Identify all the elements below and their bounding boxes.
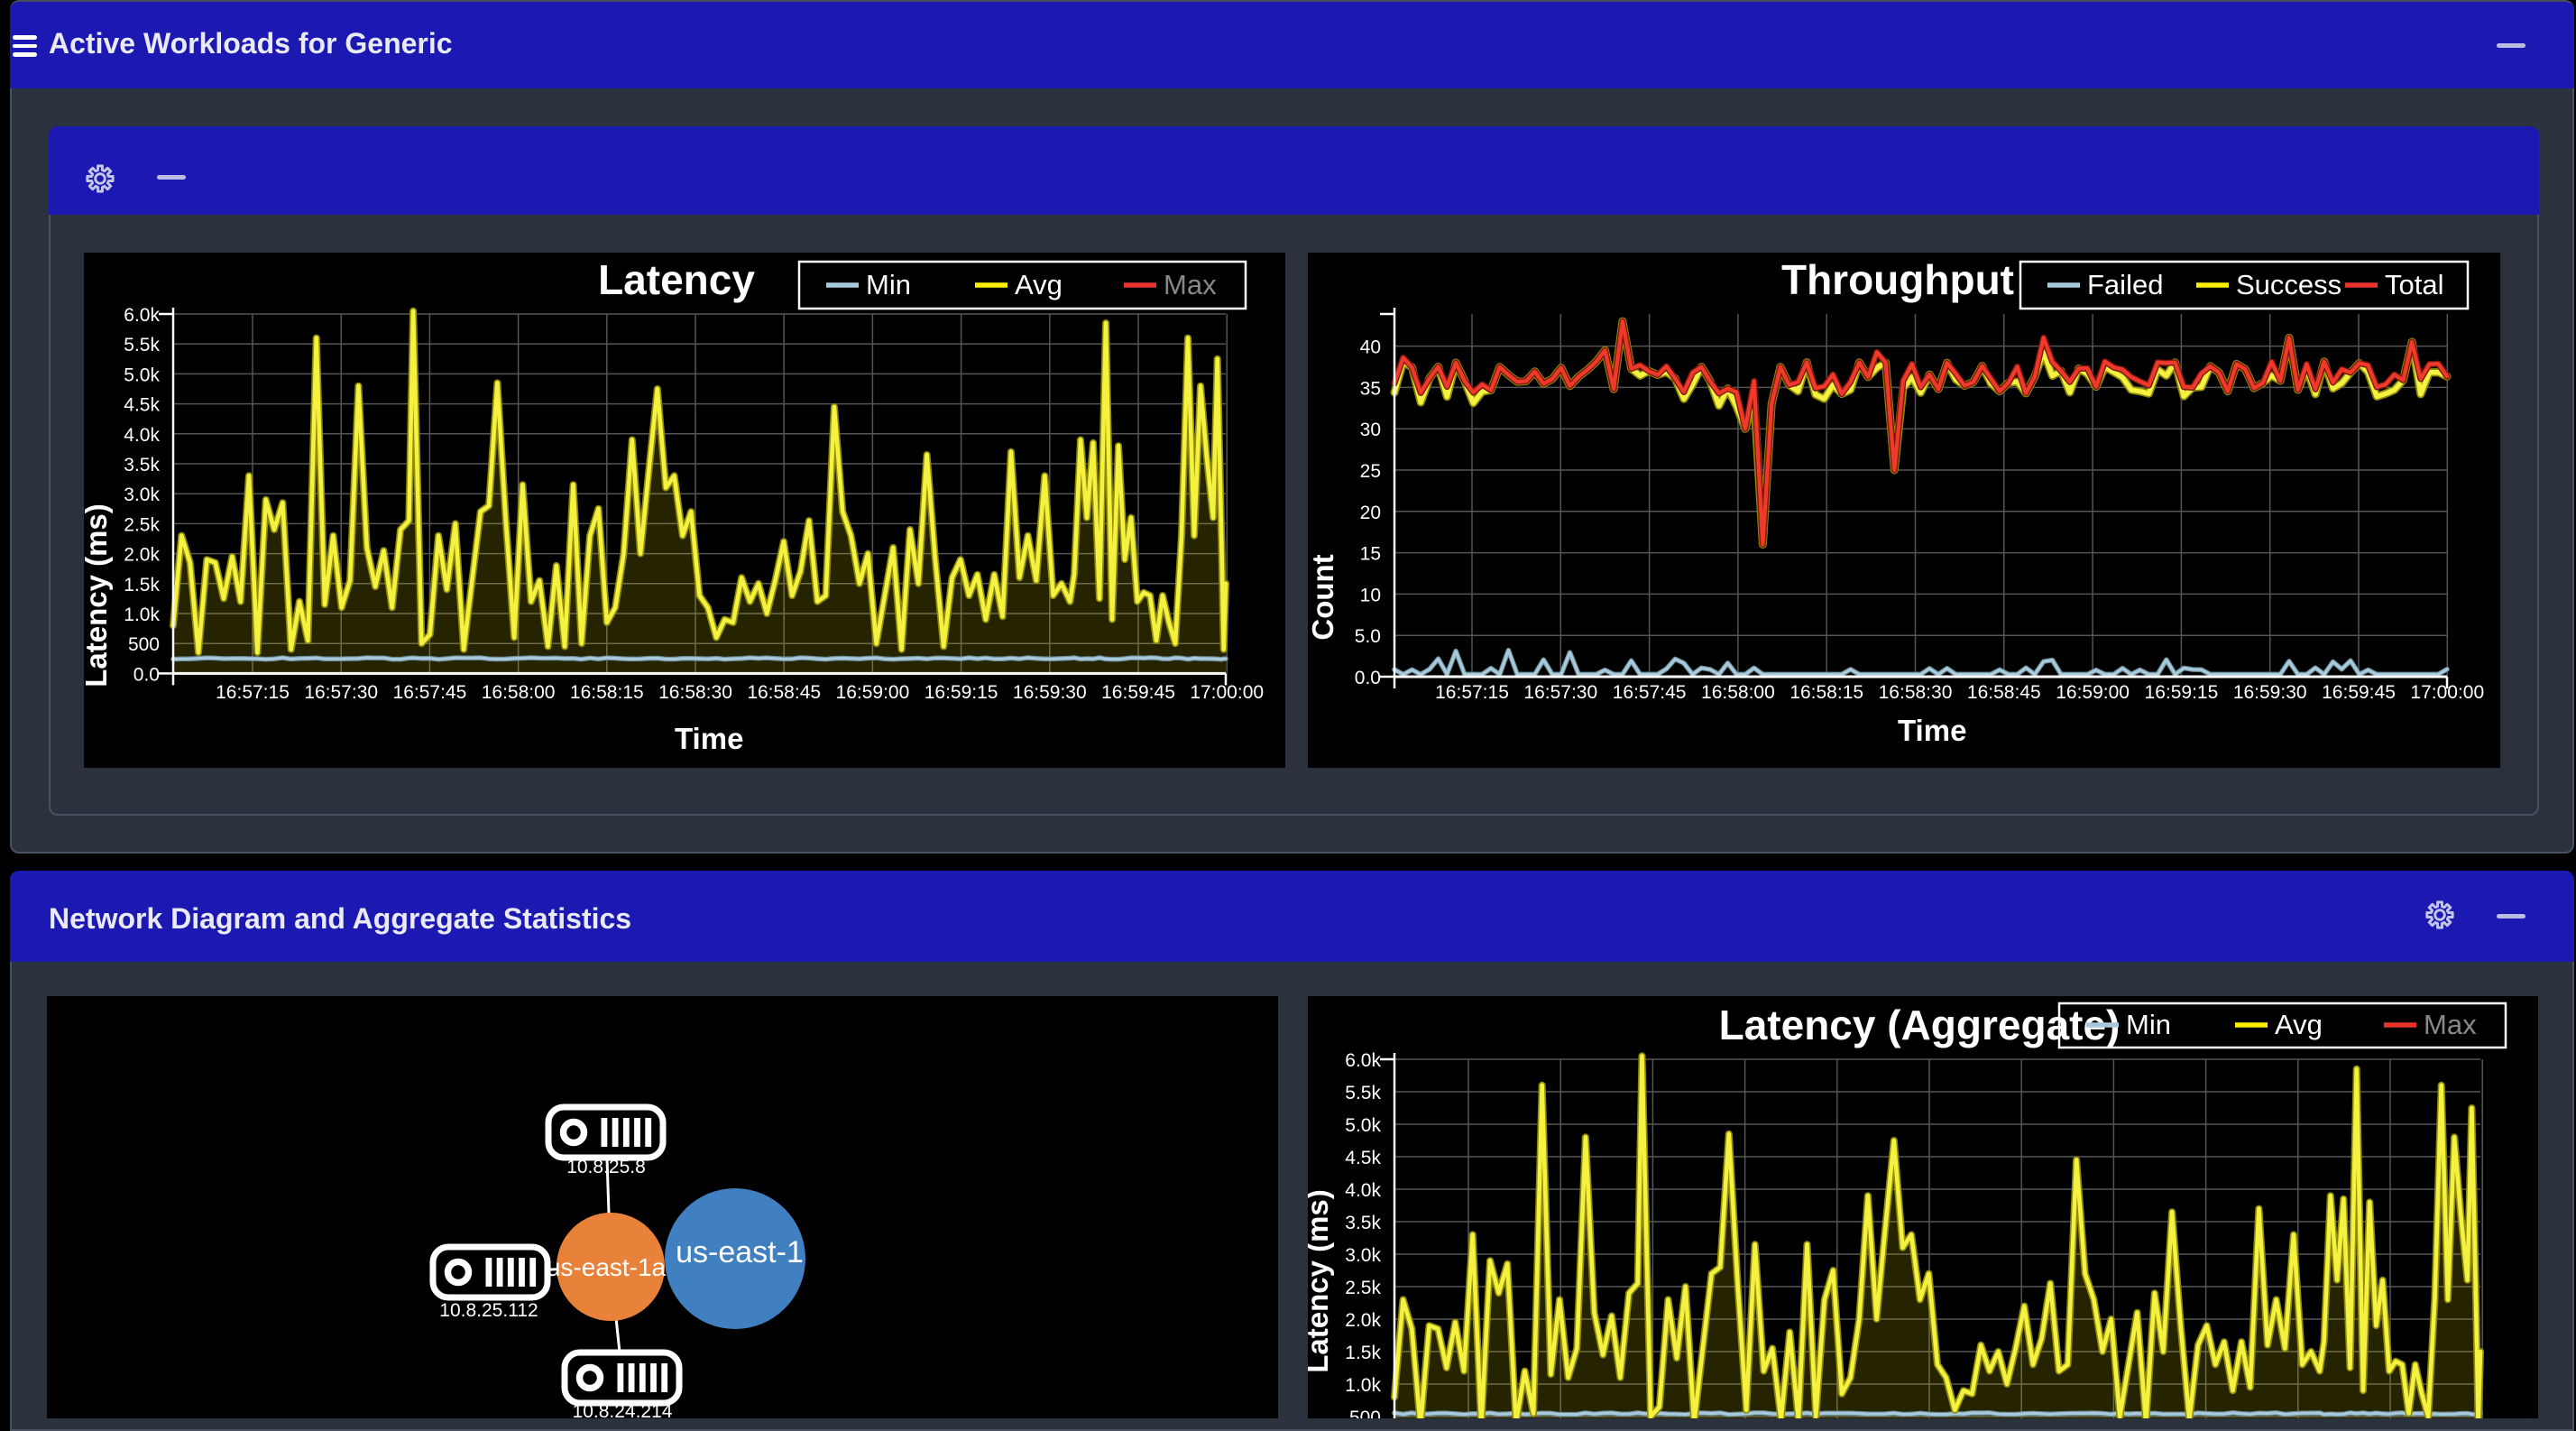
svg-text:0.0: 0.0 <box>133 664 160 685</box>
svg-text:16:57:45: 16:57:45 <box>393 682 467 703</box>
svg-text:16:59:30: 16:59:30 <box>2233 682 2307 703</box>
svg-text:3.5k: 3.5k <box>124 455 160 475</box>
svg-text:16:58:15: 16:58:15 <box>1789 682 1863 703</box>
svg-text:Success: Success <box>2236 269 2341 300</box>
svg-text:10.8.25.112: 10.8.25.112 <box>439 1300 538 1321</box>
svg-text:us-east-1a: us-east-1a <box>547 1253 667 1281</box>
svg-text:16:59:45: 16:59:45 <box>1101 682 1175 703</box>
svg-text:17:00:00: 17:00:00 <box>2410 682 2484 703</box>
svg-text:1.0k: 1.0k <box>124 605 160 625</box>
svg-text:Latency (Aggregate): Latency (Aggregate) <box>1719 1002 2121 1048</box>
svg-text:6.0k: 6.0k <box>1345 1050 1381 1071</box>
svg-text:5.5k: 5.5k <box>1345 1083 1381 1103</box>
svg-text:10.8.24.214: 10.8.24.214 <box>573 1401 673 1418</box>
svg-text:10.8.25.8: 10.8.25.8 <box>566 1157 646 1177</box>
svg-text:Avg: Avg <box>1015 269 1063 300</box>
svg-text:16:58:00: 16:58:00 <box>482 682 556 703</box>
svg-text:Time: Time <box>675 722 743 755</box>
svg-text:Throughput: Throughput <box>1781 256 2014 303</box>
svg-text:Avg: Avg <box>2275 1009 2323 1040</box>
svg-text:Total: Total <box>2385 269 2443 300</box>
svg-text:16:58:15: 16:58:15 <box>570 682 644 703</box>
svg-text:17:00:00: 17:00:00 <box>1190 682 1264 703</box>
svg-text:us-east-1: us-east-1 <box>676 1235 804 1269</box>
svg-text:Max: Max <box>2424 1009 2477 1040</box>
svg-text:1.0k: 1.0k <box>1345 1375 1381 1396</box>
svg-text:3.0k: 3.0k <box>124 485 160 505</box>
svg-text:Latency: Latency <box>598 256 755 303</box>
svg-text:0.0: 0.0 <box>1355 668 1381 688</box>
svg-text:3.5k: 3.5k <box>1345 1213 1381 1233</box>
svg-text:16:58:30: 16:58:30 <box>1879 682 1953 703</box>
svg-text:16:58:00: 16:58:00 <box>1701 682 1775 703</box>
svg-text:Failed: Failed <box>2087 269 2163 300</box>
svg-text:2.5k: 2.5k <box>124 514 160 535</box>
svg-text:16:59:15: 16:59:15 <box>925 682 998 703</box>
svg-text:16:59:15: 16:59:15 <box>2145 682 2219 703</box>
svg-text:2.0k: 2.0k <box>1345 1310 1381 1331</box>
svg-text:5.0k: 5.0k <box>124 365 160 385</box>
svg-text:Time: Time <box>1898 714 1966 747</box>
svg-text:16:59:30: 16:59:30 <box>1013 682 1087 703</box>
svg-text:6.0k: 6.0k <box>124 305 160 326</box>
svg-text:Count: Count <box>1308 554 1339 640</box>
svg-text:Latency (ms): Latency (ms) <box>1308 1189 1334 1373</box>
svg-text:5.0: 5.0 <box>1355 626 1381 647</box>
svg-text:4.5k: 4.5k <box>124 395 160 416</box>
svg-text:16:59:45: 16:59:45 <box>2322 682 2396 703</box>
svg-text:4.0k: 4.0k <box>124 425 160 446</box>
svg-text:15: 15 <box>1360 544 1381 565</box>
svg-text:25: 25 <box>1360 461 1381 482</box>
svg-text:20: 20 <box>1360 503 1381 523</box>
svg-text:16:57:30: 16:57:30 <box>1523 682 1597 703</box>
svg-text:2.5k: 2.5k <box>1345 1278 1381 1298</box>
svg-text:16:59:00: 16:59:00 <box>836 682 910 703</box>
svg-text:16:58:45: 16:58:45 <box>1967 682 2041 703</box>
svg-text:Min: Min <box>2126 1009 2171 1040</box>
svg-text:4.0k: 4.0k <box>1345 1180 1381 1201</box>
svg-text:16:58:45: 16:58:45 <box>747 682 821 703</box>
svg-text:Latency (ms): Latency (ms) <box>84 503 113 688</box>
svg-text:30: 30 <box>1360 420 1381 440</box>
svg-text:10: 10 <box>1360 585 1381 605</box>
svg-text:16:58:30: 16:58:30 <box>658 682 732 703</box>
svg-text:16:57:45: 16:57:45 <box>1613 682 1687 703</box>
svg-text:5.5k: 5.5k <box>124 335 160 355</box>
svg-text:3.0k: 3.0k <box>1345 1245 1381 1266</box>
svg-text:35: 35 <box>1360 378 1381 399</box>
svg-text:40: 40 <box>1360 337 1381 358</box>
svg-text:500: 500 <box>128 634 160 655</box>
svg-text:16:57:15: 16:57:15 <box>216 682 290 703</box>
svg-text:1.5k: 1.5k <box>1345 1343 1381 1363</box>
svg-text:Min: Min <box>866 269 911 300</box>
svg-text:500: 500 <box>1349 1408 1381 1418</box>
svg-text:4.5k: 4.5k <box>1345 1148 1381 1168</box>
svg-text:Max: Max <box>1164 269 1217 300</box>
svg-text:16:59:00: 16:59:00 <box>2056 682 2130 703</box>
svg-text:16:57:15: 16:57:15 <box>1435 682 1509 703</box>
svg-text:2.0k: 2.0k <box>124 545 160 566</box>
svg-text:16:57:30: 16:57:30 <box>304 682 378 703</box>
svg-text:1.5k: 1.5k <box>124 575 160 595</box>
svg-text:5.0k: 5.0k <box>1345 1115 1381 1136</box>
